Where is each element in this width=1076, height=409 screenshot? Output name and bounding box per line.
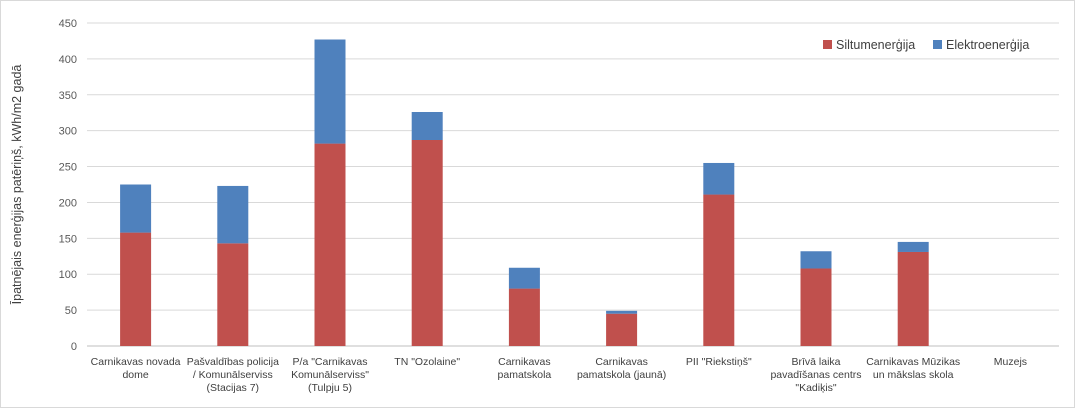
x-category-label-line: / Komunālserviss: [193, 369, 273, 381]
x-category-label-line: Carnikavas: [498, 356, 551, 368]
x-category-label: P/a "Carnikavas Komunālserviss" (Tulpju 5): [291, 356, 369, 394]
x-category-label-line: PII "Riekstiņš": [686, 356, 752, 368]
x-category-label-line: pamatskola (jaunā): [577, 369, 666, 381]
x-category-label-line: Brīvā laika: [791, 356, 840, 368]
legend-label-electric: Elektroenerģija: [946, 38, 1029, 52]
bar-segment-electric: [703, 162, 735, 195]
y-tick-label: 50: [65, 305, 77, 317]
grid-lines: [87, 22, 1059, 347]
x-category-label-line: Komunālserviss": [291, 369, 369, 381]
bar-segment-heat: [703, 194, 735, 346]
x-category-label: Carnikavas pamatskola: [498, 356, 552, 381]
bar-segment-heat: [508, 288, 540, 346]
x-category-label-line: pavadīšanas centrs: [770, 369, 861, 381]
bar-segment-electric: [314, 39, 346, 144]
x-category-label-line: Pašvaldības policija: [187, 356, 279, 368]
x-category-label-line: TN "Ozolaine": [394, 356, 460, 368]
y-tick-label: 150: [59, 233, 77, 245]
y-tick-label: 100: [59, 269, 77, 281]
bar-segment-heat: [606, 313, 638, 346]
bars: [120, 39, 929, 346]
bar-segment-heat: [314, 143, 346, 346]
x-category-label: Carnikavas pamatskola (jaunā): [577, 356, 666, 381]
y-tick-labels: 0 50 100 150 200 250 300 350 400 450: [59, 18, 77, 353]
x-category-label-line: Carnikavas novada: [91, 356, 181, 368]
x-category-label: Muzejs: [994, 356, 1027, 368]
bar-segment-electric: [217, 185, 249, 244]
x-category-label-line: Carnikavas Mūzikas: [866, 356, 960, 368]
y-tick-label: 250: [59, 162, 77, 174]
bar-segment-heat: [800, 268, 832, 346]
x-category-label-line: Muzejs: [994, 356, 1027, 368]
y-tick-label: 400: [59, 54, 77, 66]
bar-segment-electric: [897, 241, 929, 252]
y-tick-label: 0: [71, 341, 77, 353]
x-category-label-line: dome: [122, 369, 148, 381]
x-category-label-line: un mākslas skola: [873, 369, 954, 381]
x-category-label: PII "Riekstiņš": [686, 356, 752, 368]
legend: Siltumenerģija Elektroenerģija: [823, 38, 1029, 52]
y-tick-label: 200: [59, 197, 77, 209]
y-tick-label: 300: [59, 126, 77, 138]
x-category-label-line: P/a "Carnikavas: [293, 356, 368, 368]
y-tick-label: 450: [59, 18, 77, 30]
x-category-label: Brīvā laika pavadīšanas centrs "Kadiķis": [770, 356, 861, 394]
bar-segment-heat: [120, 232, 152, 346]
legend-swatch-heat: [823, 40, 832, 49]
x-category-label-line: (Tulpju 5): [308, 382, 352, 394]
bar-segment-electric: [508, 267, 540, 289]
x-category-label: Carnikavas novada dome: [91, 356, 181, 381]
x-category-label: Pašvaldības policija / Komunālserviss (Sta…: [187, 356, 279, 394]
x-category-label-line: pamatskola: [498, 369, 552, 381]
bar-segment-electric: [800, 251, 832, 269]
y-tick-label: 350: [59, 90, 77, 102]
x-category-label-line: "Kadiķis": [795, 382, 837, 394]
x-category-label-line: Carnikavas: [595, 356, 648, 368]
x-category-label-line: (Stacijas 7): [207, 382, 260, 394]
bar-segment-electric: [411, 112, 443, 140]
legend-label-heat: Siltumenerģija: [836, 38, 915, 52]
bar-segment-electric: [120, 184, 152, 233]
bar-segment-electric: [606, 310, 638, 314]
y-axis-label: Īpatnējais enerģijas patēriņš, kWh/m2 ga…: [10, 65, 24, 305]
bar-segment-heat: [411, 139, 443, 346]
x-category-label: Carnikavas Mūzikas un mākslas skola: [866, 356, 960, 381]
x-category-label: TN "Ozolaine": [394, 356, 460, 368]
bar-segment-heat: [897, 251, 929, 346]
legend-swatch-electric: [933, 40, 942, 49]
bar-segment-heat: [217, 243, 249, 346]
